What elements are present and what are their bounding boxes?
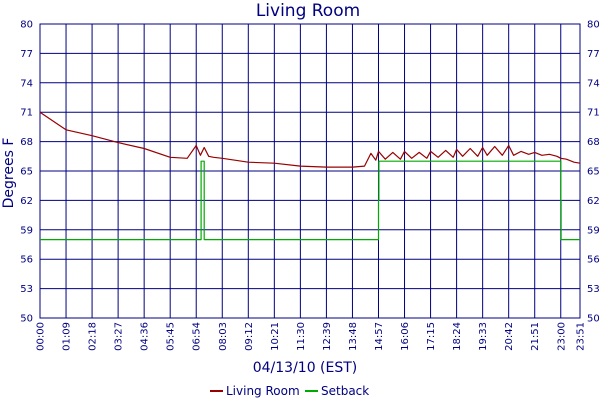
y-tick-label-left: 50 xyxy=(20,314,33,325)
x-tick-label: 05:45 xyxy=(166,322,177,351)
y-tick-label-left: 62 xyxy=(20,196,33,207)
axis-ticks: 00:00 01:09 02:18 03:27 04:36 05:45 06:54 08:03… xyxy=(20,20,599,351)
y-tick-label-left: 71 xyxy=(20,108,33,119)
y-tick-label-right: 56 xyxy=(587,255,600,266)
y-tick-label-right: 71 xyxy=(587,108,600,119)
x-tick-label: 14:57 xyxy=(374,322,385,351)
y-tick-label-right: 65 xyxy=(587,167,600,178)
series-lines xyxy=(39,111,581,241)
x-tick-label: 20:42 xyxy=(504,322,515,351)
y-tick-label-left: 56 xyxy=(20,255,33,266)
x-tick-label: 01:09 xyxy=(62,322,73,351)
y-tick-label-right: 77 xyxy=(587,49,600,60)
x-tick-label: 08:03 xyxy=(218,322,229,351)
y-tick-label-right: 53 xyxy=(587,284,600,295)
y-tick-label-right: 74 xyxy=(587,78,600,89)
x-tick-label: 12:39 xyxy=(322,322,333,351)
x-axis-title: 04/13/10 (EST) xyxy=(253,360,358,376)
chart-title: Living Room xyxy=(256,1,360,21)
x-tick-label: 17:15 xyxy=(426,322,437,351)
x-tick-label: 16:06 xyxy=(400,322,411,351)
y-tick-label-right: 80 xyxy=(587,20,600,31)
x-tick-label: 02:18 xyxy=(88,322,99,351)
y-tick-label-left: 77 xyxy=(20,49,33,60)
x-tick-label: 18:24 xyxy=(452,322,463,351)
grid xyxy=(39,23,581,319)
x-tick-label: 04:36 xyxy=(140,322,151,351)
series-line-setback xyxy=(40,160,580,241)
y-tick-label-left: 80 xyxy=(20,20,33,31)
x-tick-label: 10:21 xyxy=(270,322,281,351)
y-tick-label-right: 59 xyxy=(587,225,600,236)
y-axis-title: Degrees F xyxy=(1,138,17,209)
x-tick-label: 03:27 xyxy=(114,322,125,351)
x-tick-label: 19:33 xyxy=(478,322,489,351)
y-tick-label-left: 53 xyxy=(20,284,33,295)
y-tick-label-left: 74 xyxy=(20,78,33,89)
y-tick-label-left: 68 xyxy=(20,137,33,148)
x-tick-label: 11:30 xyxy=(296,322,307,351)
y-tick-label-right: 68 xyxy=(587,137,600,148)
legend-label-setback: Setback xyxy=(321,384,369,398)
y-tick-label-right: 50 xyxy=(587,314,600,325)
y-tick-label-right: 62 xyxy=(587,196,600,207)
x-tick-label: 21:51 xyxy=(530,322,541,351)
x-tick-label: 09:12 xyxy=(244,322,255,351)
y-tick-label-left: 65 xyxy=(20,167,33,178)
legend: Living Room Setback xyxy=(210,384,369,398)
series-line-living-room xyxy=(39,111,581,168)
legend-label-living-room: Living Room xyxy=(226,384,300,398)
x-tick-label: 13:48 xyxy=(348,322,359,351)
y-tick-label-left: 59 xyxy=(20,225,33,236)
x-tick-label: 23:00 xyxy=(556,322,567,351)
x-tick-label: 06:54 xyxy=(192,322,203,351)
x-tick-label: 23:51 xyxy=(576,322,587,351)
x-tick-label: 00:00 xyxy=(36,322,47,351)
